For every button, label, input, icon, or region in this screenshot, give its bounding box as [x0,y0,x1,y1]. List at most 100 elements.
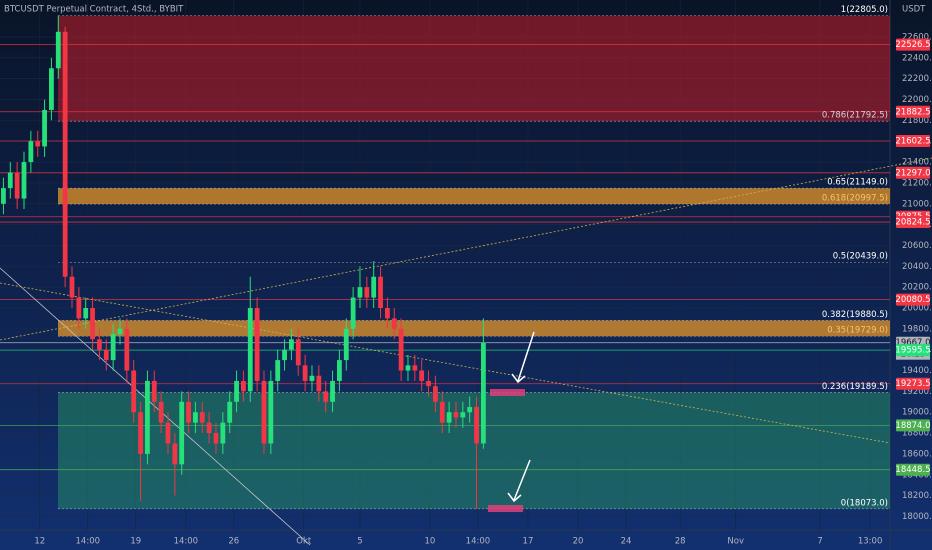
trend-line [0,267,311,546]
candle-body [371,276,377,298]
candle-body [110,334,116,361]
y-tick-label: 22400.0 [902,53,932,63]
candle-body [343,328,349,361]
fib-label: 0(18073.0) [841,498,888,508]
candle-body [364,287,370,298]
candle-body [234,380,239,402]
candle-body [337,360,342,381]
x-tick-label: 14:00 [174,537,199,547]
arrow [511,331,535,384]
y-tick-label: 18000.0 [902,512,932,522]
price-label: 20824.5 [895,218,930,228]
price-label-box [896,419,930,432]
levels [0,15,890,510]
candle-body [1,188,6,204]
candle-body [391,318,397,329]
y-tick-label: 22600.0 [902,33,932,43]
candle-body [309,375,315,381]
price-label-box [896,134,930,147]
candle-body [378,276,383,308]
x-tick-label: Okt [296,537,312,547]
zone [58,15,890,122]
candle-body [385,307,390,319]
candle-body [323,391,329,402]
candle-body [193,412,198,423]
candle-body [117,328,123,335]
price-label: 18874.0 [895,421,930,431]
zone [58,320,890,337]
y-tick-label: 18800.0 [902,429,932,439]
candle-body [14,172,20,199]
y-tick-label: 19400.0 [902,366,932,376]
x-tick-label: 14:00 [466,537,491,547]
candle-body [289,339,294,350]
price-label-box [896,166,930,179]
price-label-box [896,105,930,118]
x-tick-label: 7 [817,537,822,547]
price-label: 19667.0 [895,338,930,348]
price-label-box [896,293,930,306]
fib-label: 0.618(20997.5) [822,194,888,204]
fib-label: 0.35(19729.0) [827,326,888,336]
candle-body [254,307,260,381]
arrow [507,459,531,503]
candle-body [145,380,150,454]
candle-body [213,433,219,444]
candle-body [295,339,301,366]
price-label: 21297.0 [895,168,930,178]
candle-body [302,365,308,381]
candle-body [460,412,466,418]
candle-body [138,412,143,454]
price-label: 19595.5 [895,346,930,356]
axes: 18000.018200.018400.018600.018800.019000… [34,5,932,546]
y-tick-label: 20600.0 [902,241,932,251]
candle-body [42,109,47,147]
candle-body [35,141,41,147]
candle-body [49,68,54,110]
y-tick-label: 20400.0 [902,262,932,272]
candle-body [433,386,438,402]
y-tick-label: 22200.0 [902,74,932,84]
candle-body [446,412,452,423]
candle-body [90,307,95,340]
x-tick-label: 14:00 [76,537,101,547]
price-label-box [896,216,930,229]
candle-body [261,380,267,444]
x-tick-label: 5 [357,537,362,547]
candle-body [165,422,171,444]
candle-body [103,349,109,361]
zones [0,15,890,517]
candle-body [124,328,130,371]
zone [58,188,890,205]
candle-body [398,328,404,371]
fib-label: 0.5(20439.0) [833,252,888,262]
candle-body [474,407,479,444]
candles [1,15,486,509]
y-tick-label: 18200.0 [902,491,932,501]
candle-body [357,287,363,298]
price-label: 22526.5 [895,40,930,50]
y-tick-label: 19800.0 [902,324,932,334]
candle-body [419,370,425,381]
candle-body [426,380,431,387]
candle-body [131,370,137,413]
price-label: 21602.5 [895,136,930,146]
candle-body [480,342,486,444]
y-tick-label: 21200.0 [902,178,932,188]
candle-body [97,339,102,350]
x-tick-label: 24 [621,537,632,547]
candle-body [268,380,274,444]
y-tick-label: 22000.0 [902,95,932,105]
x-tick-label: Nov [727,537,744,547]
x-tick-label: 10 [425,537,436,547]
y-tick-label: 20000.0 [902,303,932,313]
price-label-box [896,38,930,51]
candle-body [275,360,281,381]
candle-body [227,401,233,423]
candle-body [282,349,287,361]
x-tick-label: 17 [523,537,534,547]
fib-label: 1(22805.0) [841,5,888,15]
y-tick-label: 19000.0 [902,408,932,418]
candle-body [412,365,418,371]
